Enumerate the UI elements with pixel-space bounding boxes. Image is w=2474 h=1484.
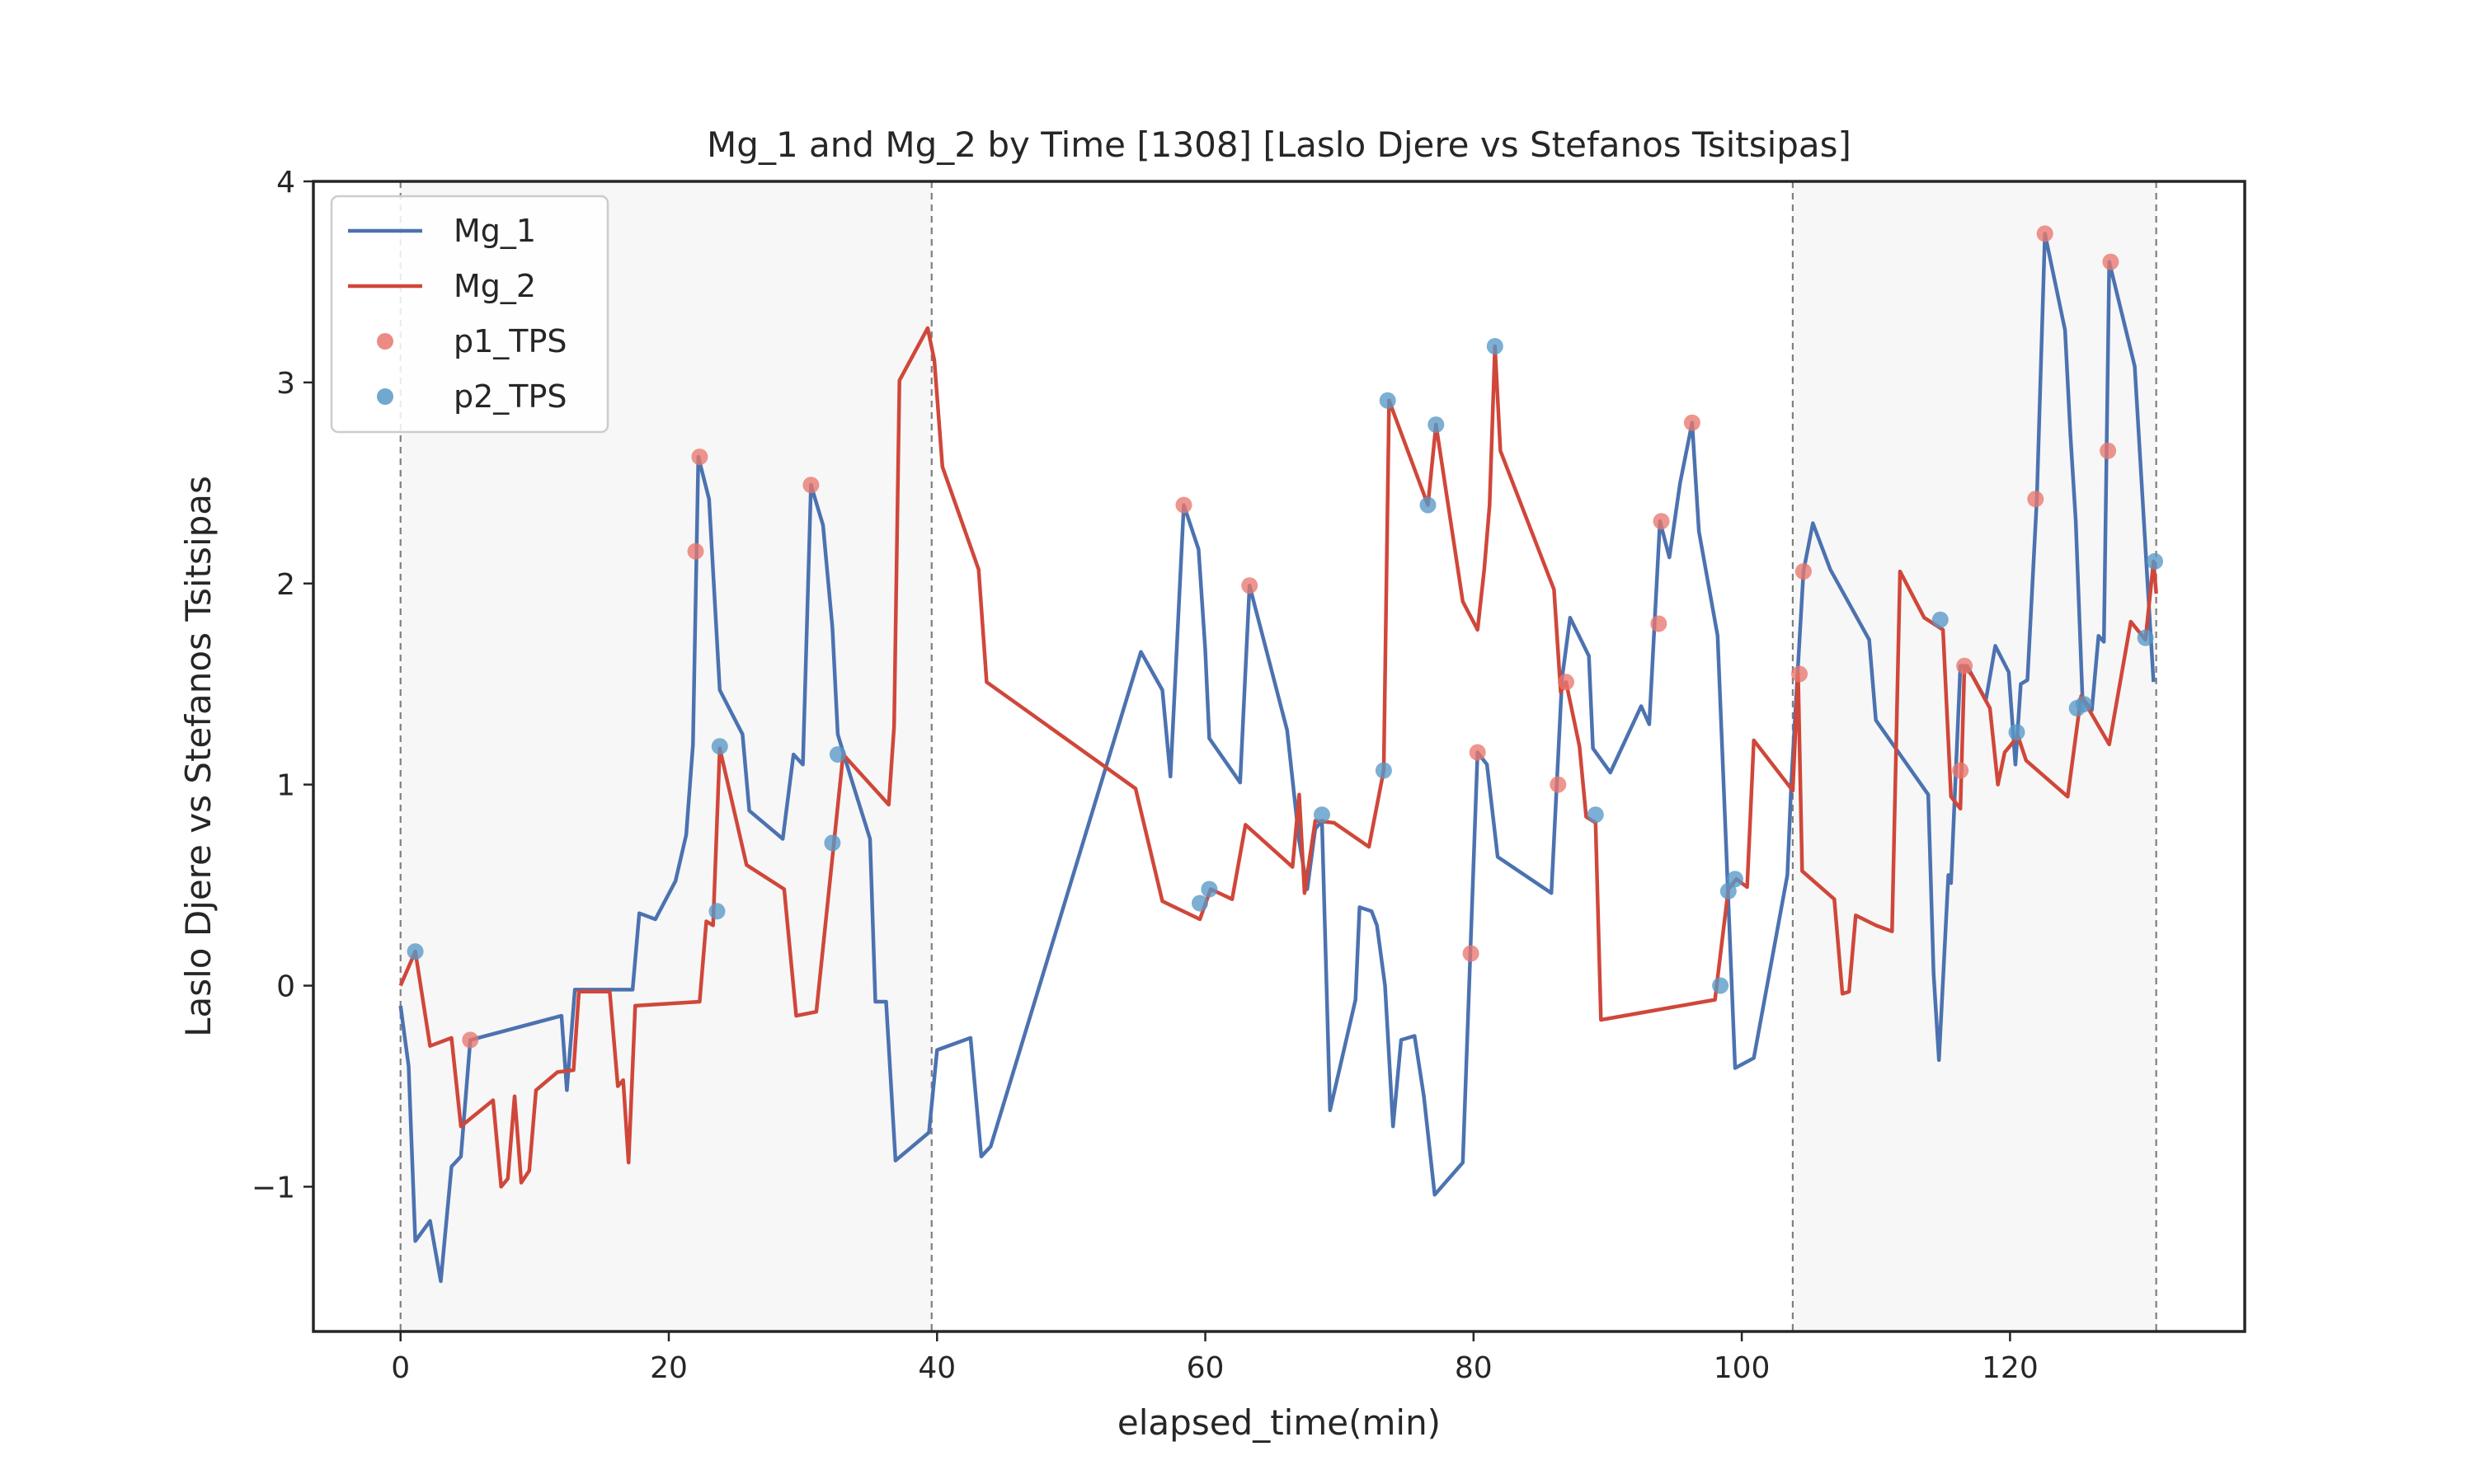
set-shade-2 bbox=[1792, 181, 2157, 1331]
chart-title: Mg_1 and Mg_2 by Time [1308] [Laslo Djer… bbox=[707, 124, 1851, 165]
y-tick-label: 0 bbox=[276, 970, 295, 1004]
p1-tps-point bbox=[2027, 491, 2044, 508]
p1-tps-point bbox=[1650, 615, 1667, 632]
p2-tps-point bbox=[1427, 416, 1445, 434]
p2-tps-point bbox=[1931, 611, 1949, 628]
p2-tps-point bbox=[824, 834, 841, 852]
legend-label-mg-1: Mg_1 bbox=[454, 213, 536, 249]
p1-tps-point bbox=[1956, 657, 1973, 674]
x-axis-label: elapsed_time(min) bbox=[1117, 1402, 1441, 1443]
y-tick-label: 4 bbox=[276, 166, 295, 200]
p2-tps-point bbox=[1192, 895, 1208, 912]
x-tick-label: 100 bbox=[1714, 1351, 1771, 1385]
p1-tps-point bbox=[1794, 563, 1812, 580]
p1-tps-point bbox=[462, 1031, 479, 1049]
p2-tps-point bbox=[708, 903, 726, 920]
y-tick-label: 3 bbox=[276, 367, 295, 401]
p1-tps-point bbox=[1462, 945, 1479, 962]
p2-tps-point bbox=[1419, 496, 1437, 514]
x-ticks: 0 20 40 60 80 100 120 bbox=[391, 1331, 2039, 1385]
y-ticks: −1 0 1 2 3 4 bbox=[252, 166, 313, 1205]
p2-tps-point bbox=[1719, 882, 1737, 899]
p2-tps-point bbox=[2147, 552, 2163, 570]
p2-tps-point bbox=[829, 746, 846, 763]
scatter-p1-tps bbox=[462, 225, 2119, 1049]
p2-tps-point bbox=[1314, 806, 1330, 824]
p1-tps-point bbox=[802, 477, 820, 494]
p1-tps-point bbox=[687, 542, 704, 560]
y-tick-label: −1 bbox=[252, 1171, 295, 1205]
p1-tps-point bbox=[1469, 744, 1486, 761]
scatter-p2-tps bbox=[407, 338, 2163, 994]
p1-tps-point bbox=[2036, 225, 2053, 242]
plot-area bbox=[312, 180, 2246, 1333]
x-tick-label: 120 bbox=[1982, 1351, 2039, 1385]
p2-tps-point bbox=[1587, 806, 1604, 824]
axes-frame bbox=[312, 180, 2246, 1333]
legend-swatch-p2-tps bbox=[377, 388, 393, 405]
x-tick-label: 40 bbox=[918, 1351, 956, 1385]
p1-tps-point bbox=[1791, 665, 1808, 683]
y-tick-label: 2 bbox=[276, 568, 295, 602]
p1-tps-point bbox=[1653, 513, 1670, 530]
legend: Mg_1 Mg_2 p1_TPS p2_TPS bbox=[330, 195, 609, 434]
p2-tps-point bbox=[1712, 977, 1729, 994]
p1-tps-point bbox=[1952, 762, 1969, 779]
legend-label-p1-tps: p1_TPS bbox=[454, 323, 567, 359]
p1-tps-point bbox=[2102, 253, 2119, 270]
legend-swatch-p1-tps bbox=[377, 333, 393, 350]
legend-label-p2-tps: p2_TPS bbox=[454, 378, 567, 415]
p2-tps-point bbox=[1201, 881, 1218, 898]
y-axis-label: Laslo Djere vs Stefanos Tsitsipas bbox=[178, 476, 219, 1037]
p2-tps-point bbox=[2137, 629, 2154, 646]
p2-tps-point bbox=[407, 943, 424, 960]
x-tick-label: 0 bbox=[391, 1351, 410, 1385]
p1-tps-point bbox=[1558, 674, 1574, 691]
p1-tps-point bbox=[1683, 414, 1700, 431]
x-tick-label: 80 bbox=[1455, 1351, 1493, 1385]
x-tick-label: 60 bbox=[1187, 1351, 1225, 1385]
x-tick-label: 20 bbox=[650, 1351, 688, 1385]
p1-tps-point bbox=[1550, 776, 1567, 793]
p2-tps-point bbox=[2008, 724, 2025, 741]
p2-tps-point bbox=[711, 738, 728, 755]
p1-tps-point bbox=[2100, 442, 2117, 459]
p1-tps-point bbox=[691, 448, 708, 466]
y-tick-label: 1 bbox=[276, 769, 295, 803]
p1-tps-point bbox=[1241, 577, 1258, 594]
p2-tps-point bbox=[1379, 392, 1396, 409]
p1-tps-point bbox=[1175, 496, 1192, 514]
legend-label-mg-2: Mg_2 bbox=[454, 268, 536, 304]
p2-tps-point bbox=[2075, 696, 2092, 713]
p2-tps-point bbox=[1727, 871, 1743, 888]
p2-tps-point bbox=[1375, 762, 1392, 779]
p2-tps-point bbox=[1486, 338, 1503, 355]
legend-box bbox=[330, 195, 609, 434]
